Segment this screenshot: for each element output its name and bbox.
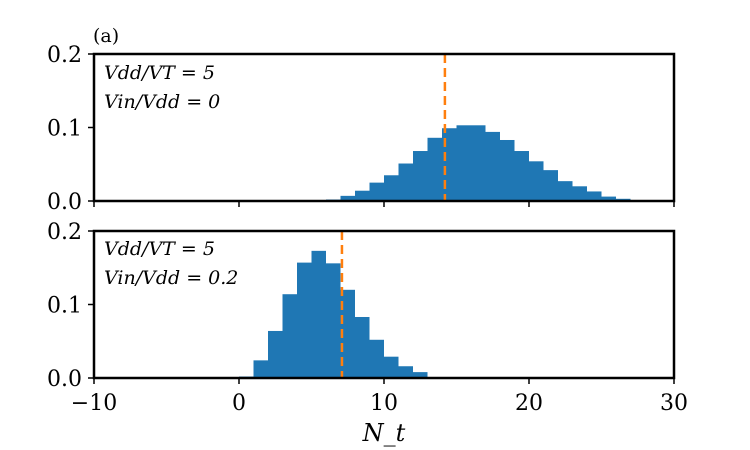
- top-bar-10: [471, 125, 486, 201]
- top-bar-6: [413, 151, 428, 201]
- bottom-y-ticks: 0.0 0.1 0.2: [47, 220, 94, 392]
- bottom-bars: [239, 250, 428, 378]
- top-bar-1: [340, 195, 355, 201]
- top-bar-2: [355, 190, 370, 201]
- top-bar-16: [558, 181, 573, 201]
- top-y-tick-label-0: 0.0: [47, 190, 82, 215]
- top-bar-7: [427, 137, 442, 201]
- top-bars: [326, 125, 645, 201]
- bottom-panel: 0.0 0.1 0.2 −10 0 10 20 30 Vdd/VT = 5 Vin/Vdd …: [47, 220, 688, 416]
- bottom-bar-8: [355, 316, 370, 378]
- bottom-bar-1: [253, 360, 268, 378]
- bottom-bar-12: [413, 372, 428, 378]
- bottom-annotation-line1: Vdd/VT = 5: [104, 238, 215, 260]
- x-tick-label-0: −10: [71, 391, 117, 416]
- bottom-y-tick-label-1: 0.1: [47, 294, 82, 319]
- top-bar-19: [601, 196, 616, 201]
- panel-label: (a): [93, 25, 119, 47]
- top-y-tick-label-2: 0.2: [47, 43, 82, 68]
- bottom-bar-5: [311, 250, 326, 378]
- bottom-bar-10: [384, 356, 399, 378]
- top-annotation-line1: Vdd/VT = 5: [104, 62, 215, 84]
- top-x-ticks: [93, 201, 675, 207]
- bottom-annotation-line2: Vin/Vdd = 0.2: [104, 267, 238, 289]
- x-tick-label-1: 0: [232, 391, 246, 416]
- top-bar-12: [500, 139, 515, 201]
- bottom-bar-6: [326, 263, 341, 378]
- bottom-bar-4: [297, 262, 312, 378]
- bottom-bar-3: [282, 294, 297, 378]
- top-bar-15: [543, 170, 558, 201]
- top-bar-9: [456, 125, 471, 201]
- x-tick-label-2: 10: [370, 391, 398, 416]
- x-axis-label: N_t: [362, 419, 406, 447]
- top-y-ticks: 0.0 0.1 0.2: [47, 43, 94, 215]
- top-panel: 0.0 0.1 0.2 Vdd/VT = 5 Vin/Vdd = 0: [47, 43, 676, 215]
- top-annotation-line2: Vin/Vdd = 0: [104, 91, 220, 113]
- bottom-bar-11: [398, 366, 413, 378]
- top-bar-18: [587, 191, 602, 201]
- top-bar-14: [529, 161, 544, 201]
- top-bar-3: [369, 182, 384, 201]
- top-y-tick-label-1: 0.1: [47, 117, 82, 142]
- top-bar-11: [485, 131, 500, 201]
- top-bar-17: [572, 186, 587, 201]
- top-bar-13: [514, 151, 529, 201]
- x-tick-label-3: 20: [515, 391, 543, 416]
- top-bar-5: [398, 163, 413, 201]
- bottom-bar-9: [369, 339, 384, 378]
- bottom-y-tick-label-0: 0.0: [47, 367, 82, 392]
- bottom-y-tick-label-2: 0.2: [47, 220, 82, 245]
- top-bar-4: [384, 175, 399, 201]
- bottom-bar-7: [340, 289, 355, 378]
- bottom-x-ticks: −10 0 10 20 30: [71, 378, 688, 416]
- bottom-bar-2: [268, 330, 283, 378]
- x-tick-label-4: 30: [660, 391, 688, 416]
